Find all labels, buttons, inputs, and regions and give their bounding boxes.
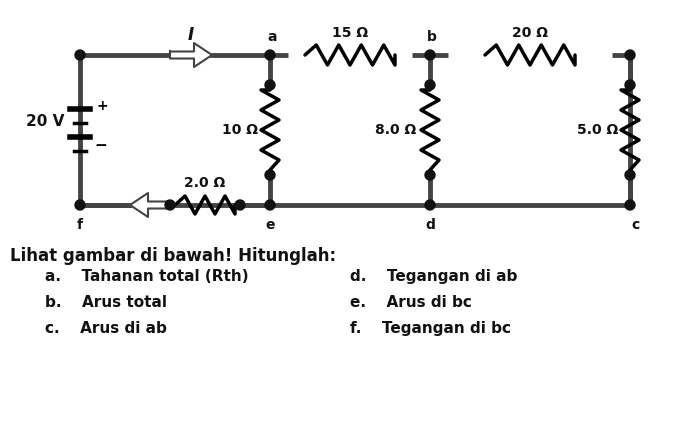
Text: f.  Tegangan di bc: f. Tegangan di bc xyxy=(350,321,511,336)
Text: 20 V: 20 V xyxy=(26,114,64,129)
Text: Lihat gambar di bawah! Hitunglah:: Lihat gambar di bawah! Hitunglah: xyxy=(10,247,336,265)
Text: e.  Arus di bc: e. Arus di bc xyxy=(350,295,472,310)
Circle shape xyxy=(265,170,275,180)
Text: d: d xyxy=(425,218,435,232)
Circle shape xyxy=(265,200,275,210)
Text: −: − xyxy=(94,138,106,153)
Text: 10 Ω: 10 Ω xyxy=(222,123,258,137)
Polygon shape xyxy=(130,193,172,217)
Circle shape xyxy=(425,50,435,60)
Text: 5.0 Ω: 5.0 Ω xyxy=(578,123,618,137)
Text: a.  Tahanan total (Rth): a. Tahanan total (Rth) xyxy=(45,269,249,284)
Text: 2.0 Ω: 2.0 Ω xyxy=(184,176,226,190)
Text: 20 Ω: 20 Ω xyxy=(512,26,548,40)
Text: d.  Tegangan di ab: d. Tegangan di ab xyxy=(350,269,517,284)
Circle shape xyxy=(165,200,175,210)
Text: c: c xyxy=(631,218,639,232)
Text: 8.0 Ω: 8.0 Ω xyxy=(376,123,416,137)
Text: I: I xyxy=(188,26,194,44)
Circle shape xyxy=(265,50,275,60)
Text: +: + xyxy=(96,99,108,113)
Text: b.  Arus total: b. Arus total xyxy=(45,295,167,310)
Polygon shape xyxy=(170,43,212,67)
Circle shape xyxy=(625,170,635,180)
Circle shape xyxy=(625,200,635,210)
Text: e: e xyxy=(265,218,275,232)
Text: f: f xyxy=(77,218,83,232)
Text: 15 Ω: 15 Ω xyxy=(332,26,368,40)
Text: b: b xyxy=(427,30,437,44)
Circle shape xyxy=(75,200,85,210)
Text: a: a xyxy=(267,30,277,44)
Circle shape xyxy=(75,50,85,60)
Circle shape xyxy=(235,200,245,210)
Circle shape xyxy=(425,170,435,180)
Circle shape xyxy=(265,80,275,90)
Circle shape xyxy=(425,80,435,90)
Circle shape xyxy=(425,200,435,210)
Circle shape xyxy=(625,50,635,60)
Text: c.  Arus di ab: c. Arus di ab xyxy=(45,321,167,336)
Circle shape xyxy=(625,80,635,90)
